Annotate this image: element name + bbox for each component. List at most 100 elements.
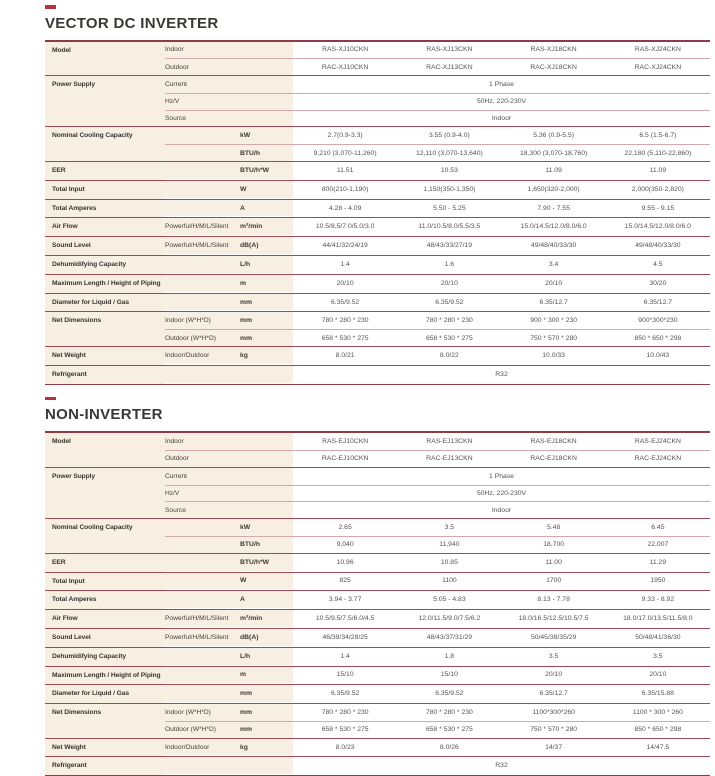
table-row: BTU/h*W 11.51 10.53 11.09 11.09 <box>165 162 710 179</box>
table-row: Indoor (W*H*D) mm 780 * 280 * 230 780 * 280… <box>165 704 710 721</box>
row-sublabel: Indoor <box>165 433 240 450</box>
cell-value: 6.45 <box>651 524 665 532</box>
cell-value: 10.96 <box>336 558 354 566</box>
spec-group: Total Amperes A 4.28 - 4.09 5.50 - 5.25 7.90… <box>45 199 710 219</box>
cell-value: RAC-EJ18CKN <box>530 455 577 463</box>
cell-value: 11.29 <box>649 558 667 566</box>
row-sublabel: Indoor (W*H*D) <box>165 312 240 330</box>
group-label: Diameter for Liquid / Gas <box>45 293 165 312</box>
span-value: R32 <box>495 370 508 378</box>
cell-value: 2.7(0.9-3.3) <box>327 132 363 140</box>
spec-group: Net Weight Indoor/Outdoor kg 8.0/23 8.0/26 14… <box>45 738 710 758</box>
cell-value: 15/10 <box>440 671 458 679</box>
cell-value: 11.09 <box>649 166 667 174</box>
row-unit: kW <box>240 519 293 536</box>
cell-value: 900 * 300 * 230 <box>530 317 578 325</box>
cell-value: 658 * 530 * 275 <box>321 726 369 734</box>
row-sublabel: Powerful/H/M/L/Silent <box>165 610 240 627</box>
row-values: 20/10 20/10 20/10 30/20 <box>293 275 710 292</box>
row-sublabel: Powerful/H/M/L/Silent <box>165 237 240 255</box>
table-row: Current 1 Phase <box>165 467 710 485</box>
spec-group: Maximum Length / Height of Piping m 20/10 2… <box>45 274 710 294</box>
group-label: Total Amperes <box>45 591 165 610</box>
group-label: Dehumidifying Capacity <box>45 647 165 666</box>
cell-value: 48/43/37/31/29 <box>426 633 473 641</box>
cell-value: 11.09 <box>545 166 562 174</box>
cell-value: RAC-XJ13CKN <box>426 63 473 71</box>
group-label: Net Dimensions <box>45 312 165 347</box>
row-unit: dB(A) <box>240 237 293 255</box>
section-title: VECTOR DC INVERTER <box>45 14 219 32</box>
cell-value: 850 * 650 * 298 <box>634 334 682 342</box>
row-sublabel: Outdoor (W*H*D) <box>165 330 240 347</box>
cell-value: 18,700 <box>543 541 565 549</box>
cell-value: 20/10 <box>336 279 354 287</box>
spec-group: Model Indoor RAS-EJ10CKN RAS-EJ13CKN RAS-EJ1… <box>45 433 710 468</box>
row-unit <box>240 757 293 775</box>
cell-value: RAC-EJ24CKN <box>634 455 682 463</box>
cell-value: 10.0/33 <box>542 351 565 359</box>
cell-value: 6.35/9.52 <box>330 298 360 306</box>
row-unit <box>240 433 293 450</box>
row-values: 9,210 (3,070-11,260) 12,110 (3,070-13,640… <box>293 145 710 161</box>
cell-value: 15/10 <box>336 671 354 679</box>
cell-value: RAS-EJ18CKN <box>530 438 577 446</box>
table-row: m 20/10 20/10 20/10 30/20 <box>165 274 710 292</box>
row-sublabel: Indoor/Outdoor <box>165 347 240 364</box>
cell-value: 48/43/33/27/19 <box>426 242 473 250</box>
row-values: Indoor <box>293 502 710 518</box>
row-values: RAC-XJ10CKN RAC-XJ13CKN RAC-XJ18CKN RAC-XJ2… <box>293 59 710 75</box>
cell-value: 30/20 <box>649 279 667 287</box>
cell-value: 22,180 (5,110-22,860) <box>624 149 692 157</box>
row-unit <box>240 110 293 127</box>
row-unit: mm <box>240 685 293 703</box>
group-label: Diameter for Liquid / Gas <box>45 685 165 704</box>
table-row: Outdoor RAC-XJ10CKN RAC-XJ13CKN RAC-XJ18CKN… <box>165 58 710 76</box>
table-row: W 825 1100 1700 1950 <box>165 572 710 590</box>
cell-value: 6.35/12.7 <box>643 298 673 306</box>
cell-value: 10.5/8.5/7.0/5.0/3.0 <box>315 223 375 231</box>
group-rows: A 3.94 - 3.77 5.05 - 4.83 8.13 - 7.78 9.33 -… <box>165 591 710 609</box>
group-label: Model <box>45 433 165 467</box>
span-value: 1 Phase <box>489 472 514 480</box>
cell-value: 780 * 280 * 230 <box>321 317 369 325</box>
table-row: mm 6.35/9.52 6.35/9.52 6.35/12.7 6.35/15.88 <box>165 685 710 703</box>
row-sublabel: Powerful/H/M/L/Silent <box>165 628 240 646</box>
cell-value: 8.0/23 <box>335 743 355 751</box>
row-sublabel <box>165 199 240 217</box>
table-row: mm 6.35/9.52 6.35/9.52 6.35/12.7 6.35/12.7 <box>165 293 710 311</box>
row-values: 50Hz, 220-230V <box>293 94 710 110</box>
cell-value: 11.00 <box>545 558 562 566</box>
spec-group: Model Indoor RAS-XJ10CKN RAS-XJ13CKN RAS-XJ1… <box>45 41 710 77</box>
row-unit: mm <box>240 312 293 330</box>
span-value: 50Hz, 220-230V <box>476 98 527 106</box>
table-row: kW 2.65 3.5 5.48 6.45 <box>165 519 710 536</box>
row-unit: W <box>240 572 293 590</box>
row-values: 825 1100 1700 1950 <box>293 573 710 590</box>
spec-group: Diameter for Liquid / Gas mm 6.35/9.52 6.35… <box>45 685 710 705</box>
cell-value: 6.35/12.7 <box>539 690 568 698</box>
table-row: Hz/V 50Hz, 220-230V <box>165 484 710 502</box>
row-unit <box>240 467 293 485</box>
cell-value: 4.5 <box>653 260 663 268</box>
spec-group: Maximum Length / Height of Piping m 15/10 1… <box>45 666 710 686</box>
group-label: Total Input <box>45 572 165 591</box>
cell-value: 9,040 <box>336 541 354 549</box>
cell-value: 9,210 (3,070-11,260) <box>313 149 377 157</box>
group-label: Net Weight <box>45 347 165 365</box>
row-values: 2.65 3.5 5.48 6.45 <box>293 519 710 536</box>
cell-value: 49/48/40/33/30 <box>530 242 577 250</box>
table-row: W 800(210-1,190) 1,150(350-1,350) 1,650(320… <box>165 180 710 198</box>
spec-group: Air Flow Powerful/H/M/L/Silent m³/min 10.5/… <box>45 610 710 629</box>
row-unit: A <box>240 199 293 217</box>
cell-value: 11,940 <box>439 541 460 549</box>
spec-group: Total Input W 800(210-1,190) 1,150(350-1,35… <box>45 180 710 200</box>
table-row: Outdoor (W*H*D) mm 658 * 530 * 275 658 * 53… <box>165 720 710 738</box>
row-unit: kg <box>240 738 293 756</box>
table-row: Current 1 Phase <box>165 76 710 93</box>
cell-value: 750 * 570 * 280 <box>530 334 578 342</box>
cell-value: RAS-XJ13CKN <box>426 46 473 54</box>
row-unit: kW <box>240 127 293 145</box>
cell-value: 14/37 <box>545 743 563 751</box>
cell-value: 6.35/9.52 <box>330 690 360 698</box>
